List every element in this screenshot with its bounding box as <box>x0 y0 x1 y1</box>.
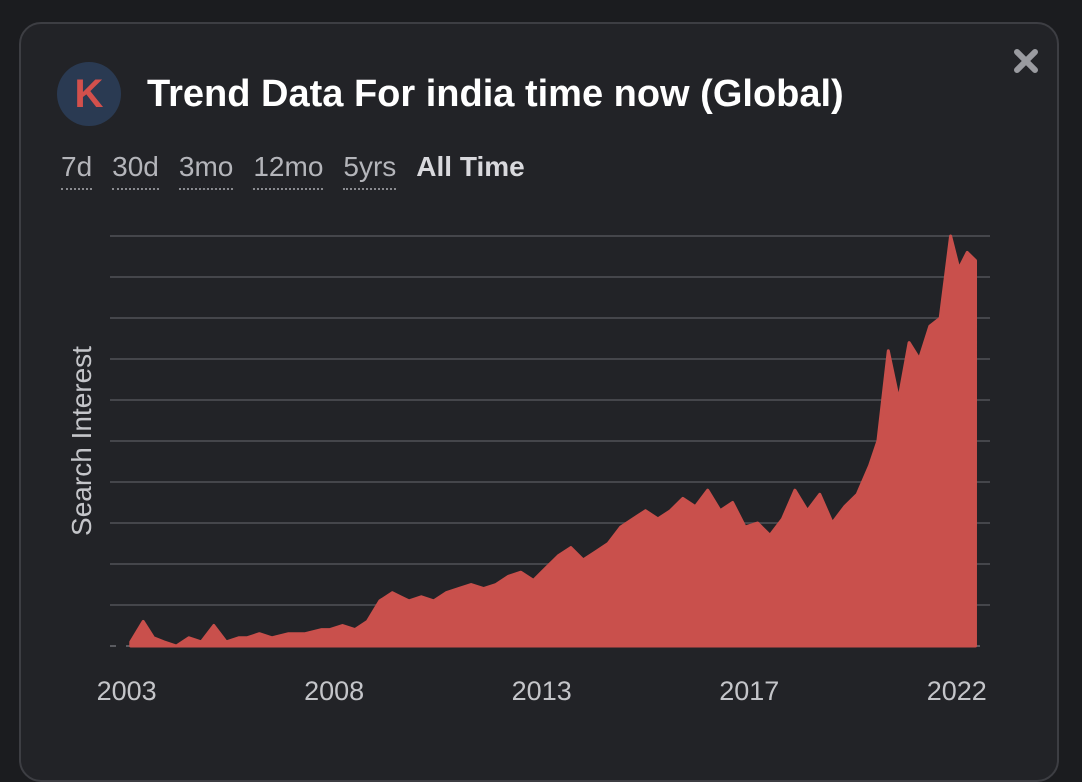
page-title: Trend Data For india time now (Global) <box>147 73 844 115</box>
range-all-time[interactable]: All Time <box>416 151 525 182</box>
x-tick-label: 2008 <box>304 676 364 706</box>
close-icon[interactable] <box>1011 46 1041 76</box>
range-3mo[interactable]: 3mo <box>178 150 234 190</box>
range-7d[interactable]: 7d <box>61 150 93 190</box>
x-tick-label: 2013 <box>512 676 572 706</box>
search-interest-chart: 2003 2008 2013 2017 2022 Search Interest <box>66 234 990 706</box>
x-tick-label: 2003 <box>97 676 157 706</box>
brand-logo: K <box>57 62 121 126</box>
range-5yrs[interactable]: 5yrs <box>343 150 397 190</box>
range-12mo[interactable]: 12mo <box>253 150 324 190</box>
x-tick-label: 2022 <box>927 676 987 706</box>
range-30d[interactable]: 30d <box>112 150 159 190</box>
y-axis-label: Search Interest <box>66 346 97 536</box>
time-range-selector: 7d 30d 3mo 12mo 5yrs All Time <box>61 150 525 190</box>
area-series <box>129 234 977 648</box>
logo-letter: K <box>74 72 104 116</box>
x-tick-label: 2017 <box>719 676 779 706</box>
